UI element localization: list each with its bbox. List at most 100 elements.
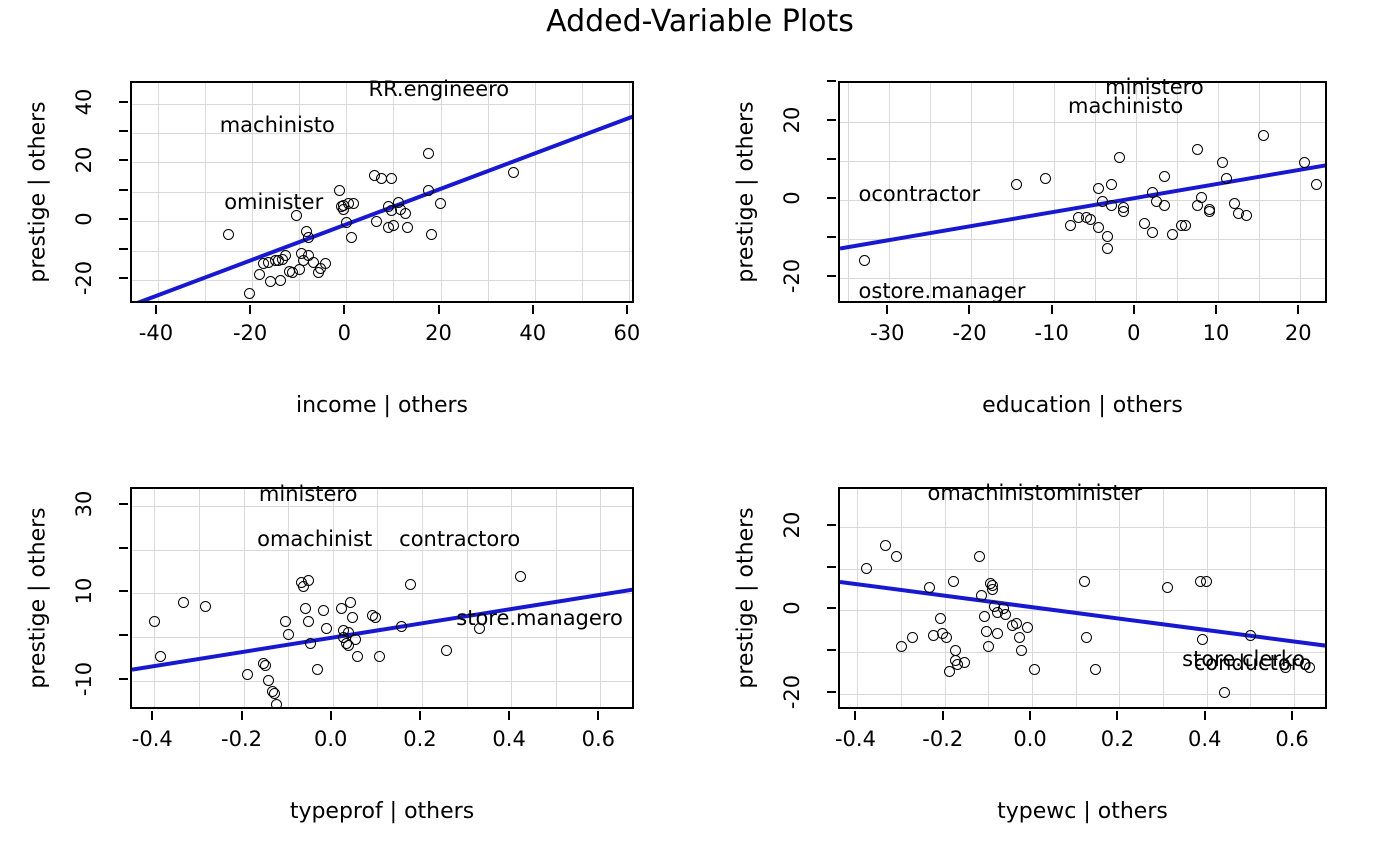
gridline-horizontal: [132, 506, 632, 507]
data-point: [425, 228, 437, 240]
x-tick-label: -30: [870, 321, 905, 345]
data-point: [333, 184, 345, 196]
y-tick-minor: [119, 188, 128, 191]
data-point: [1146, 227, 1158, 239]
data-point: [274, 274, 286, 286]
x-tick: [437, 305, 440, 314]
page-title: Added-Variable Plots: [546, 4, 854, 39]
data-point: [1064, 219, 1076, 231]
x-tick: [968, 305, 971, 314]
gridline-vertical: [971, 83, 972, 301]
data-point: [982, 640, 994, 652]
point-label: contractoro: [399, 527, 521, 552]
x-tick-label: -0.2: [221, 727, 262, 751]
point-label: ominister: [224, 190, 324, 215]
gridline-vertical: [1259, 83, 1260, 301]
data-point: [1105, 200, 1117, 212]
x-tick: [240, 711, 243, 720]
data-point: [1257, 130, 1269, 142]
gridline-vertical: [889, 83, 890, 301]
point-label: conductoro: [1193, 651, 1312, 676]
data-point: [1022, 621, 1034, 633]
gridline-horizontal: [840, 122, 1325, 123]
x-tick: [418, 711, 421, 720]
point-label: store.clerko: [1182, 646, 1306, 671]
point-label: ocontractor: [858, 181, 981, 206]
x-tick-label: 0.0: [314, 727, 348, 751]
gridline-horizontal: [132, 280, 632, 281]
data-point: [302, 616, 314, 628]
gridline-horizontal: [840, 569, 1325, 570]
x-axis-title: income | others: [295, 393, 469, 418]
data-point: [1011, 617, 1023, 629]
gridline-horizontal: [840, 161, 1325, 162]
data-point: [304, 638, 316, 650]
data-point: [423, 148, 435, 160]
y-tick-minor: [827, 118, 836, 121]
data-point: [148, 616, 160, 628]
gridline-vertical: [1013, 83, 1014, 301]
data-point: [347, 198, 359, 210]
gridline-vertical: [333, 489, 334, 707]
gridline-horizontal: [840, 239, 1325, 240]
point-label: RR.engineero: [368, 77, 510, 102]
data-point: [1201, 575, 1213, 587]
gridline-horizontal: [132, 251, 632, 252]
data-point: [1167, 229, 1179, 241]
x-tick-label: 20: [425, 321, 452, 345]
gridline-horizontal: [132, 550, 632, 551]
data-point: [508, 167, 520, 179]
data-point: [260, 659, 272, 671]
data-point: [514, 570, 526, 582]
regression-line: [840, 163, 1325, 251]
data-point: [1311, 178, 1323, 190]
x-tick: [1297, 305, 1300, 314]
data-point: [371, 215, 383, 227]
data-point: [303, 231, 315, 243]
gridline-horizontal: [132, 192, 632, 193]
gridline-vertical: [988, 489, 989, 707]
x-tick-label: 0.4: [1188, 727, 1222, 751]
data-point: [345, 231, 357, 243]
y-tick-label: 0: [72, 212, 96, 226]
x-tick: [329, 711, 332, 720]
data-point: [405, 579, 417, 591]
data-point: [320, 622, 332, 634]
gridline-vertical: [288, 489, 289, 707]
x-tick-label: -20: [952, 321, 987, 345]
gridline-vertical: [422, 489, 423, 707]
regression-line: [132, 587, 632, 672]
data-point: [1028, 663, 1040, 675]
y-tick-minor: [827, 523, 836, 526]
data-point: [336, 603, 348, 615]
gridline-vertical: [1294, 489, 1295, 707]
gridline-horizontal: [132, 593, 632, 594]
data-point: [1113, 151, 1125, 163]
y-tick-minor: [119, 159, 128, 162]
gridline-vertical: [1076, 489, 1077, 707]
data-point: [976, 590, 988, 602]
data-point: [242, 668, 254, 680]
data-point: [1196, 192, 1208, 204]
point-label: machinisto: [219, 112, 335, 137]
data-point: [396, 620, 408, 632]
data-point: [1039, 172, 1051, 184]
gridline-horizontal: [132, 681, 632, 682]
data-point: [1303, 661, 1315, 673]
x-tick: [343, 305, 346, 314]
data-point: [345, 596, 357, 608]
y-tick-minor: [119, 277, 128, 279]
x-tick: [941, 711, 944, 720]
x-tick: [151, 711, 154, 720]
data-point: [1093, 182, 1105, 194]
data-point: [1298, 157, 1310, 169]
point-label: ostore.manager: [858, 279, 1026, 304]
data-point: [1159, 170, 1171, 182]
x-tick: [597, 711, 600, 720]
y-tick-label: 0: [780, 601, 804, 616]
regression-line: [136, 114, 632, 301]
y-tick-label: 10: [72, 578, 96, 605]
data-point: [347, 611, 359, 623]
data-point: [906, 632, 918, 644]
data-point: [177, 596, 189, 608]
